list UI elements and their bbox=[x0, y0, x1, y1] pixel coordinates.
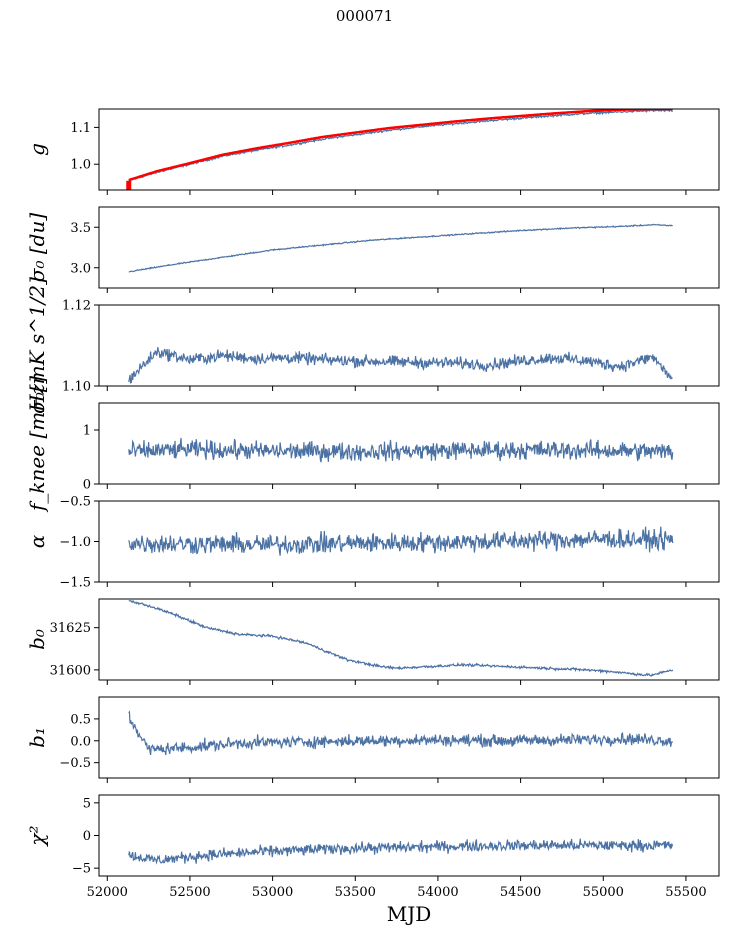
alpha-ytick-label: −1.5 bbox=[59, 576, 91, 591]
sigma0_du-series-sigma0 bbox=[128, 223, 673, 273]
chi2-ytick-label: −5 bbox=[72, 862, 91, 877]
xtick-label: 52000 bbox=[87, 885, 128, 900]
alpha-ytick-label: −0.5 bbox=[59, 495, 91, 510]
chi2-series-chi2 bbox=[128, 838, 674, 865]
b0-ytick-label: 31600 bbox=[50, 663, 91, 678]
b1-ylabel: b₁ bbox=[25, 727, 49, 748]
panel-chi2: −5 0 5 χ² bbox=[25, 794, 720, 881]
b1-ytick-label: 0.0 bbox=[70, 734, 91, 749]
panel-frame-sigma0_du bbox=[98, 206, 720, 289]
panel-frame-b0 bbox=[98, 598, 720, 681]
b1-ytick-label: 0.5 bbox=[70, 712, 91, 727]
fknee-ylabel: f_knee [mHz] bbox=[25, 376, 49, 513]
alpha-series-alpha bbox=[128, 526, 674, 556]
sigma0_mk-series-sigma0_mK bbox=[128, 347, 673, 384]
fknee-ytick-label: 1 bbox=[83, 424, 91, 439]
sigma0_du-ylabel: σ₀ [du] bbox=[25, 213, 49, 283]
panel-g: 1.0 1.1 g bbox=[25, 108, 720, 195]
chi2-ytick-label: 5 bbox=[83, 796, 91, 811]
sigma0_mk-ytick-label: 1.12 bbox=[62, 299, 91, 314]
xtick-label: 55000 bbox=[583, 885, 624, 900]
g-ytick-label: 1.1 bbox=[70, 121, 91, 136]
b0-series-b0 bbox=[128, 599, 674, 677]
g-series-g bbox=[128, 109, 674, 182]
alpha-ytick-label: −1.0 bbox=[59, 535, 91, 550]
panel-sigma0_mk: 1.10 1.12 σ₀[mK s^1/2] bbox=[25, 277, 720, 414]
sigma0_du-ytick-label: 3.0 bbox=[70, 261, 91, 276]
panel-sigma0_du: 3.0 3.5 σ₀ [du] bbox=[25, 206, 720, 293]
g-ytick-label: 1.0 bbox=[70, 158, 91, 173]
xtick-label: 53500 bbox=[335, 885, 376, 900]
panel-frame-sigma0_mk bbox=[98, 304, 720, 387]
xtick-label: 55500 bbox=[665, 885, 706, 900]
chi2-ylabel: χ² bbox=[25, 825, 49, 847]
b0-ytick-label: 31625 bbox=[50, 621, 91, 636]
xtick-label: 54000 bbox=[417, 885, 458, 900]
fknee-ytick-label: 0 bbox=[83, 478, 91, 493]
xaxis-label: MJD bbox=[387, 902, 432, 926]
panel-b1: −0.5 0.0 0.5 b₁ bbox=[25, 696, 720, 783]
figure-title: 000071 bbox=[335, 7, 394, 25]
xtick-label: 54500 bbox=[500, 885, 541, 900]
b1-series-b1 bbox=[128, 710, 674, 756]
alpha-ylabel: α bbox=[25, 534, 49, 548]
panel-fknee: 0 1 f_knee [mHz] bbox=[25, 376, 720, 513]
panel-alpha: −1.5 −1.0 −0.5 α bbox=[25, 495, 720, 591]
panel-frame-g bbox=[98, 108, 720, 191]
b1-ytick-label: −0.5 bbox=[59, 756, 91, 771]
xtick-label: 52500 bbox=[169, 885, 210, 900]
g-ylabel: g bbox=[25, 143, 49, 156]
chi2-ytick-label: 0 bbox=[83, 829, 91, 844]
sigma0_mk-ytick-label: 1.10 bbox=[62, 380, 91, 395]
sigma0_mk-ylabel: σ₀[mK s^1/2] bbox=[25, 277, 49, 414]
sigma0_du-ytick-label: 3.5 bbox=[70, 221, 91, 236]
panel-frame-b1 bbox=[98, 696, 720, 779]
g-series-model bbox=[128, 109, 673, 182]
xtick-label: 53000 bbox=[252, 885, 293, 900]
panel-frame-fknee bbox=[98, 402, 720, 485]
fknee-series-fknee bbox=[128, 437, 674, 463]
b0-ylabel: b₀ bbox=[25, 629, 49, 650]
panel-frame-chi2 bbox=[98, 794, 720, 877]
